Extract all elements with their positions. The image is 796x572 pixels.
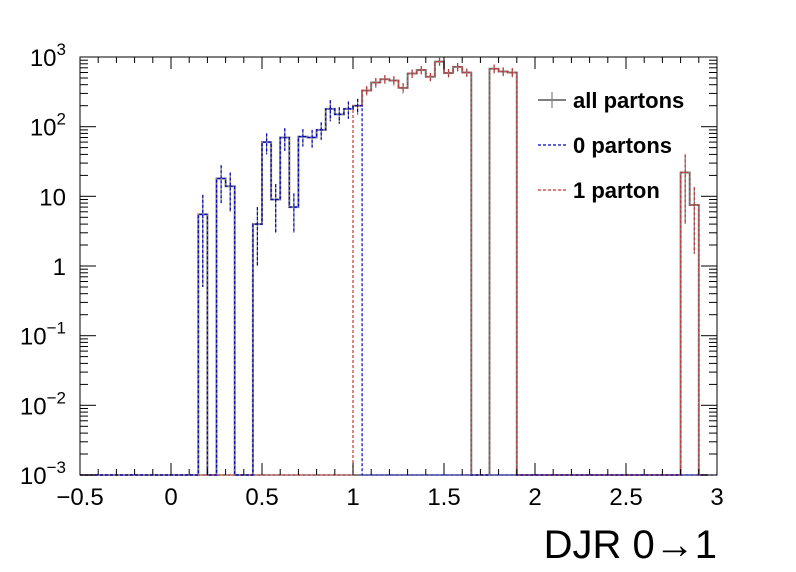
x-axis-label: DJR 0→1 xyxy=(544,523,717,567)
plot-frame xyxy=(79,56,718,476)
y-tick-label: 103 xyxy=(30,40,66,72)
x-tick-label: 0 xyxy=(164,484,177,511)
legend-label: 1 parton xyxy=(573,178,660,203)
series-1-parton xyxy=(80,57,708,476)
x-tick-label: 2 xyxy=(528,484,541,511)
x-tick-label: −0.5 xyxy=(56,484,103,511)
y-tick-label: 1 xyxy=(53,254,66,281)
histogram-outline xyxy=(80,61,708,476)
y-tick-label: 10 xyxy=(39,184,66,211)
x-tick-label: 0.5 xyxy=(245,484,278,511)
legend-label: 0 partons xyxy=(573,133,672,158)
y-tick-label: 10−2 xyxy=(20,388,66,420)
axis-layer: −0.5 0 0.5 1 1.5 2 2.5 3 10−3 10−2 10−1 1 10 102 103 xyxy=(20,40,724,511)
y-tick-label: 10−1 xyxy=(20,319,66,351)
x-tick-label: 1.5 xyxy=(427,484,460,511)
series-all-partons xyxy=(80,57,708,476)
histogram-outline xyxy=(80,60,708,476)
legend: all partons 0 partons 1 parton xyxy=(538,88,684,203)
x-tick-label: 1 xyxy=(346,484,359,511)
x-tick-label: 2.5 xyxy=(609,484,642,511)
series-layer xyxy=(80,57,717,476)
histogram-outline xyxy=(80,105,717,476)
y-tick-label: 102 xyxy=(30,110,66,142)
y-tick-label: 10−3 xyxy=(20,458,66,490)
series-0-partons xyxy=(80,98,717,476)
legend-label: all partons xyxy=(573,88,684,113)
x-tick-label: 3 xyxy=(710,484,723,511)
